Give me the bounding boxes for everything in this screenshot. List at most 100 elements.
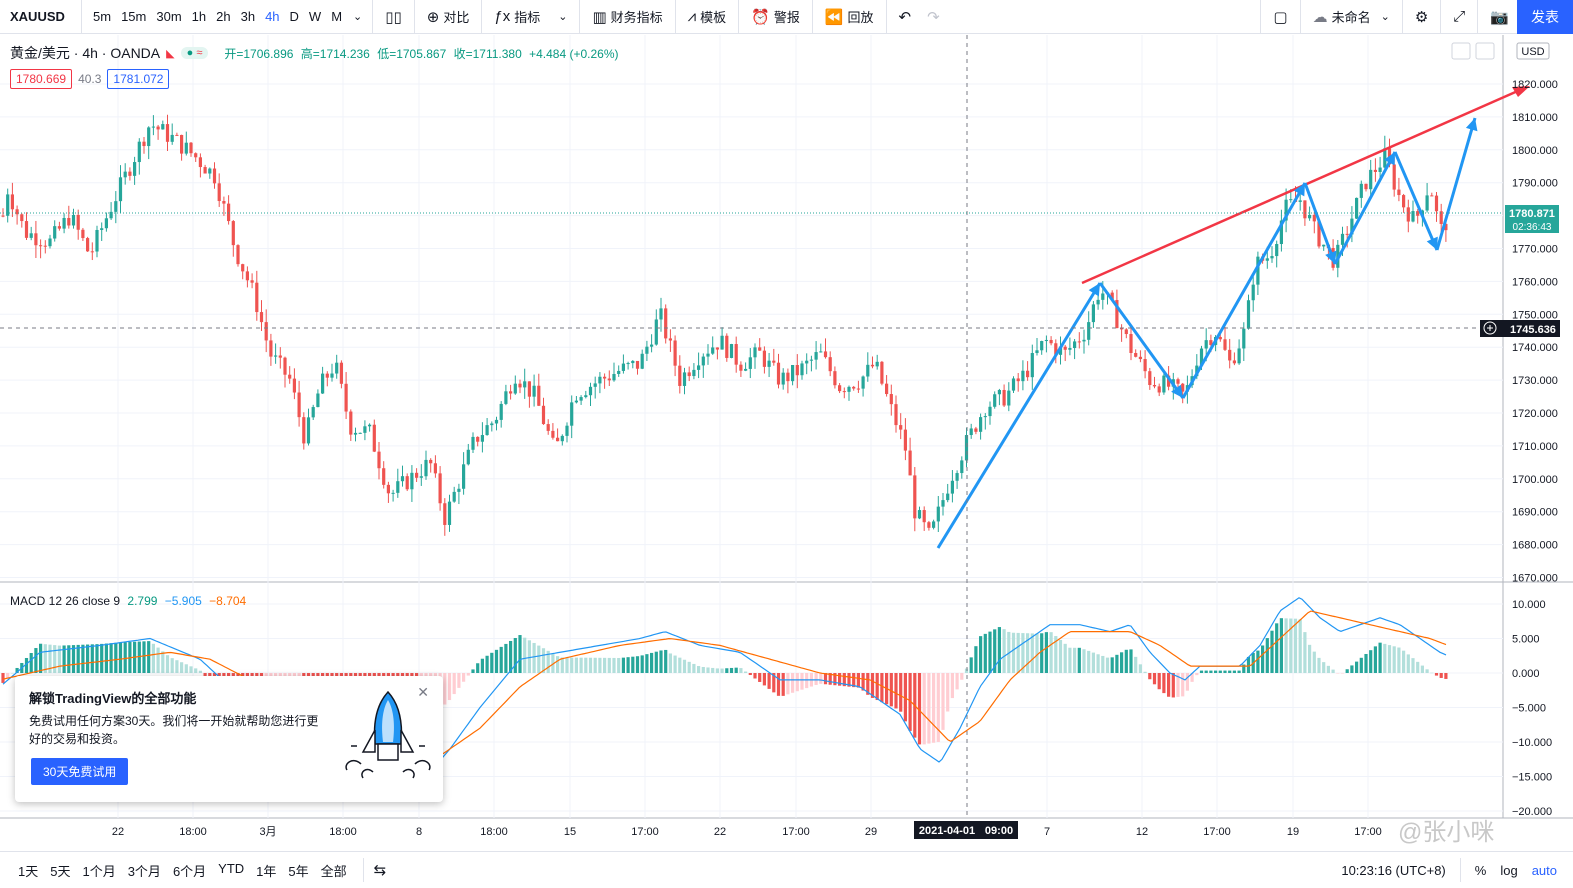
candle-body [250,280,254,283]
interval-d[interactable]: D [289,9,299,24]
chevron-down-icon[interactable]: ⌄ [353,11,363,23]
free-trial-button[interactable]: 30天免费试用 [31,758,129,785]
macd-histogram-bar [1383,643,1387,673]
candle-body [734,344,738,365]
macd-histogram-bar [659,650,663,673]
candle-body [556,437,560,442]
user-drawings[interactable] [936,86,1530,549]
candle-body [861,376,865,389]
candle-body [1228,349,1232,361]
macd-histogram-bar [776,673,781,696]
templates-button[interactable]: ⩘ 模板 [680,0,734,34]
macd-histogram-bar [1420,665,1424,673]
auto-toggle[interactable]: auto [1531,862,1557,878]
candle-body [1082,339,1086,342]
candle-body [1392,164,1396,190]
interval-2h[interactable]: 2h [216,9,231,24]
publish-button[interactable]: 发表 [1517,0,1573,34]
replay-button[interactable]: ⏪ 回放 [817,0,882,34]
goto-date-icon[interactable]: ⇆ [373,862,387,879]
candle-body [358,432,362,434]
candle-body [363,426,367,433]
macd-histogram-bar [86,644,90,673]
candle-body [1430,195,1434,197]
macd-histogram-bar [1411,658,1415,673]
candle-body [1148,371,1152,386]
candle-body [1063,346,1067,350]
candle-body [1204,340,1208,349]
interval-3h[interactable]: 3h [240,9,256,24]
range-item[interactable]: 3个月 [127,863,161,879]
candle-body [1162,375,1166,393]
range-item[interactable]: 1年 [256,863,277,879]
camera-icon: 📷 [1490,8,1509,26]
candle-body [1406,207,1410,222]
candle-body [1256,256,1260,285]
macd-histogram-bar [123,642,127,673]
interval-15m[interactable]: 15m [121,9,147,24]
snapshot-button[interactable]: 📷 [1482,0,1517,34]
interval-4h[interactable]: 4h [265,9,280,24]
clock-time[interactable]: 10:23:16 (UTC+8) [1341,862,1446,878]
candle-body [180,134,184,154]
flag-icon[interactable]: ◣ [166,47,175,60]
range-item[interactable]: 6个月 [172,863,207,879]
bar-chart-icon: ▥ [592,8,607,26]
candle-body [147,127,151,147]
close-icon[interactable]: ✕ [417,684,429,700]
macd-histogram-bar [1270,630,1274,673]
macd-histogram-bar [189,666,193,673]
compare-button[interactable]: ⊕ 对比 [419,0,478,34]
layout-name-button[interactable]: ☁ 未命名 ⌄ [1305,0,1398,34]
bid-price[interactable]: 1780.669 [10,69,73,89]
redo-button[interactable]: ↷ [919,0,948,34]
macd-histogram-bar [842,673,846,687]
price-tick-label: 1760.000 [1512,276,1558,288]
percent-toggle[interactable]: % [1474,862,1487,878]
macd-histogram-bar [588,657,593,673]
settings-button[interactable]: ⚙ [1407,0,1436,34]
range-item[interactable]: 5年 [288,863,309,879]
chart-type-button[interactable]: ▯▯ [377,0,410,34]
candle-body [236,245,240,265]
range-item[interactable]: 1个月 [82,863,116,879]
current-price-label: 1780.871 [1509,208,1555,220]
macd-histogram-bar [1331,669,1335,673]
open-value: 开=1706.896 [224,46,294,61]
macd-histogram-bar [476,663,480,673]
macd-histogram-bar [1359,657,1363,673]
candle-body [184,142,188,154]
candle-body [748,357,752,369]
undo-button[interactable]: ↶ [891,0,920,34]
interval-m[interactable]: M [331,9,343,24]
ask-price[interactable]: 1781.072 [107,69,170,89]
interval-1h[interactable]: 1h [191,9,207,24]
macd-histogram-bar [974,646,978,673]
fullscreen-button[interactable]: ⤢ [1445,0,1473,34]
financials-button[interactable]: ▥ 财务指标 [584,0,670,34]
range-item[interactable]: 5天 [50,863,71,879]
log-toggle[interactable]: log [1500,862,1518,878]
macd-histogram-bar [903,673,907,722]
interval-5m[interactable]: 5m [93,9,112,24]
macd-histogram-bar [170,658,174,673]
layout-select-button[interactable]: ▢ [1265,0,1295,34]
macd-histogram-bar [1434,673,1439,676]
wave-arrow [1303,182,1337,265]
indicators-button[interactable]: ƒx 指标 ⌄ [486,0,575,34]
price-tick-label: 1700.000 [1512,474,1558,486]
time-tick-label: 22 [112,826,124,838]
candle-body [880,361,884,384]
interval-w[interactable]: W [308,9,322,24]
price-tick-label: 1730.000 [1512,375,1558,387]
range-item[interactable]: 1天 [18,863,39,879]
candle-body [612,373,616,381]
candle-body [142,141,146,147]
range-item[interactable]: 全部 [320,863,347,879]
interval-30m[interactable]: 30m [156,9,182,24]
alert-button[interactable]: ⏰ 警报 [743,0,808,34]
candle-body [386,484,390,494]
price-tick-label: 1710.000 [1512,441,1558,453]
range-item[interactable]: YTD [218,860,245,876]
symbol-search[interactable]: XAUUSD [0,0,82,34]
